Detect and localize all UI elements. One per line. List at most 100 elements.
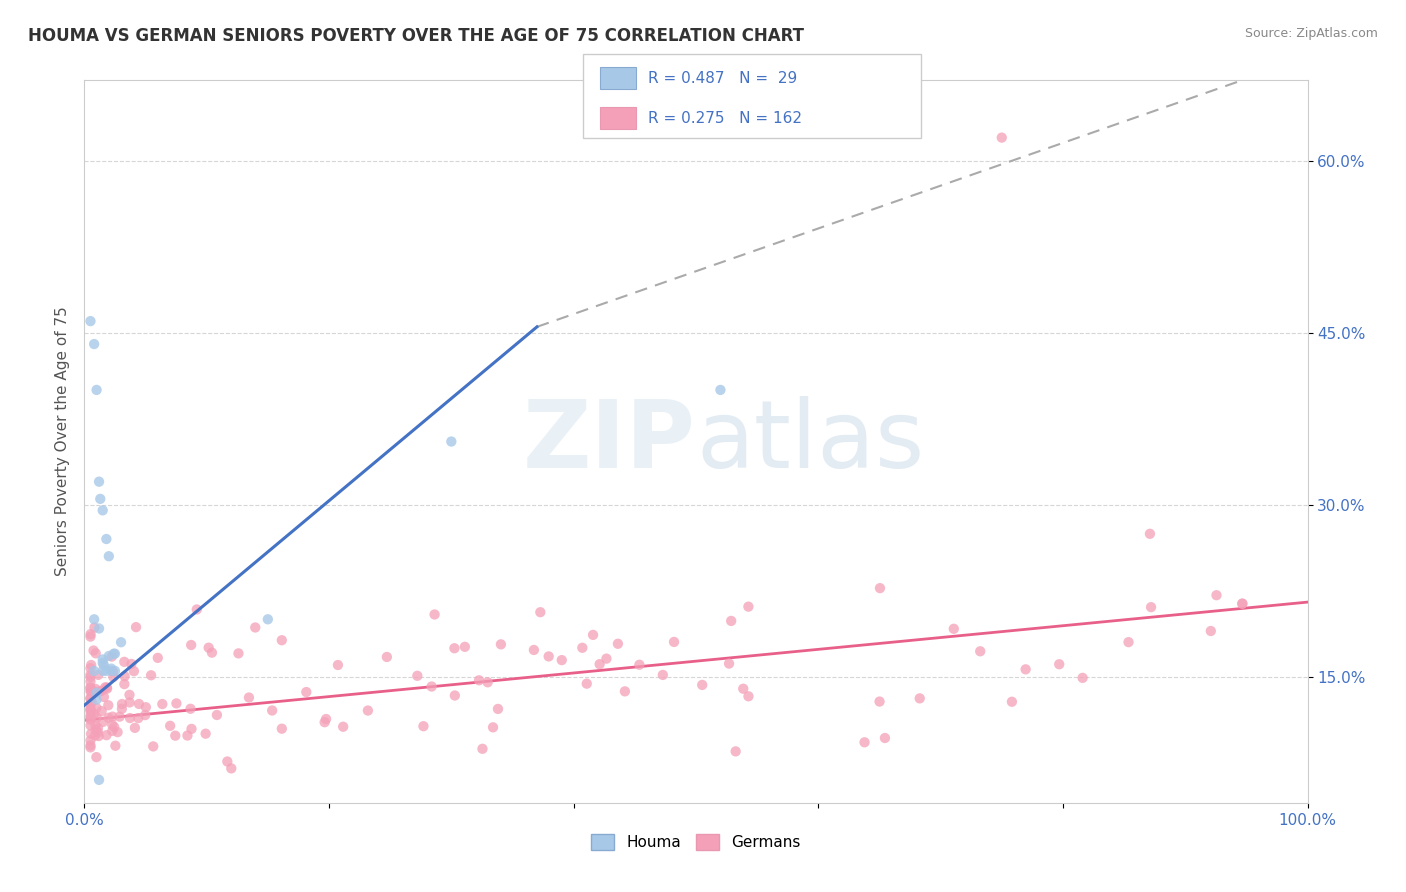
- Point: [737, 599, 759, 614]
- Point: [96, 681, 118, 696]
- Point: [118, 695, 141, 709]
- Point: [79, 698, 101, 712]
- Point: [86, 711, 108, 725]
- Point: [79, 702, 101, 716]
- Y-axis label: Seniors Poverty Over the Age of 75: Seniors Poverty Over the Age of 75: [55, 307, 70, 576]
- Point: [194, 727, 217, 741]
- Point: [103, 647, 125, 661]
- Point: [97, 648, 120, 663]
- Point: [1118, 635, 1140, 649]
- Point: [443, 689, 465, 703]
- Point: [357, 704, 380, 718]
- Point: [83, 643, 105, 657]
- Point: [79, 661, 101, 675]
- Point: [869, 581, 891, 595]
- Point: [482, 720, 505, 734]
- Point: [79, 691, 101, 706]
- Point: [523, 643, 546, 657]
- Point: [79, 702, 101, 716]
- Point: [112, 677, 135, 691]
- Point: [257, 612, 280, 626]
- Point: [89, 491, 111, 506]
- Point: [79, 733, 101, 747]
- Point: [86, 750, 108, 764]
- Point: [165, 729, 187, 743]
- Point: [375, 650, 398, 665]
- Point: [101, 649, 124, 664]
- Point: [942, 622, 965, 636]
- Point: [1139, 526, 1161, 541]
- Point: [443, 641, 465, 656]
- Point: [595, 651, 617, 665]
- Point: [87, 772, 110, 787]
- Point: [101, 718, 124, 732]
- Point: [86, 383, 108, 397]
- Point: [613, 684, 636, 698]
- Point: [295, 685, 318, 699]
- Point: [91, 714, 114, 729]
- Point: [91, 652, 114, 666]
- Point: [228, 646, 250, 660]
- Point: [720, 614, 742, 628]
- Point: [96, 681, 118, 695]
- Point: [537, 649, 560, 664]
- Point: [84, 646, 107, 660]
- Point: [176, 729, 198, 743]
- Point: [83, 706, 105, 721]
- Point: [724, 744, 747, 758]
- Point: [270, 722, 292, 736]
- Point: [84, 685, 107, 699]
- Point: [588, 657, 610, 672]
- Point: [471, 741, 494, 756]
- Point: [1071, 671, 1094, 685]
- Point: [125, 620, 148, 634]
- Point: [1230, 597, 1253, 611]
- Point: [690, 678, 713, 692]
- Point: [91, 664, 114, 678]
- Point: [79, 627, 101, 641]
- Point: [79, 740, 101, 755]
- Point: [262, 704, 284, 718]
- Point: [87, 721, 110, 735]
- Point: [1199, 624, 1222, 638]
- Point: [97, 549, 120, 564]
- Point: [180, 638, 202, 652]
- Point: [91, 503, 114, 517]
- Point: [1047, 657, 1070, 672]
- Point: [1014, 662, 1036, 676]
- Point: [454, 640, 477, 654]
- Point: [314, 715, 336, 730]
- Point: [86, 692, 108, 706]
- Point: [84, 719, 107, 733]
- Point: [412, 719, 434, 733]
- Point: [1205, 588, 1227, 602]
- Point: [124, 721, 146, 735]
- Point: [628, 657, 651, 672]
- Point: [90, 704, 112, 718]
- Point: [873, 731, 896, 745]
- Point: [179, 702, 201, 716]
- Point: [104, 739, 127, 753]
- Point: [853, 735, 876, 749]
- Point: [104, 647, 127, 661]
- Text: R = 0.275   N = 162: R = 0.275 N = 162: [648, 111, 803, 126]
- Point: [86, 701, 108, 715]
- Text: atlas: atlas: [696, 395, 924, 488]
- Point: [315, 712, 337, 726]
- Point: [93, 690, 115, 704]
- Point: [97, 711, 120, 725]
- Point: [1140, 600, 1163, 615]
- Point: [1001, 695, 1024, 709]
- Point: [79, 711, 101, 725]
- Point: [575, 676, 598, 690]
- Point: [120, 657, 142, 671]
- Point: [96, 664, 118, 678]
- Point: [103, 670, 125, 684]
- Point: [969, 644, 991, 658]
- Point: [139, 668, 162, 682]
- Point: [486, 702, 509, 716]
- Point: [205, 708, 228, 723]
- Point: [101, 665, 124, 679]
- Point: [87, 725, 110, 739]
- Point: [582, 628, 605, 642]
